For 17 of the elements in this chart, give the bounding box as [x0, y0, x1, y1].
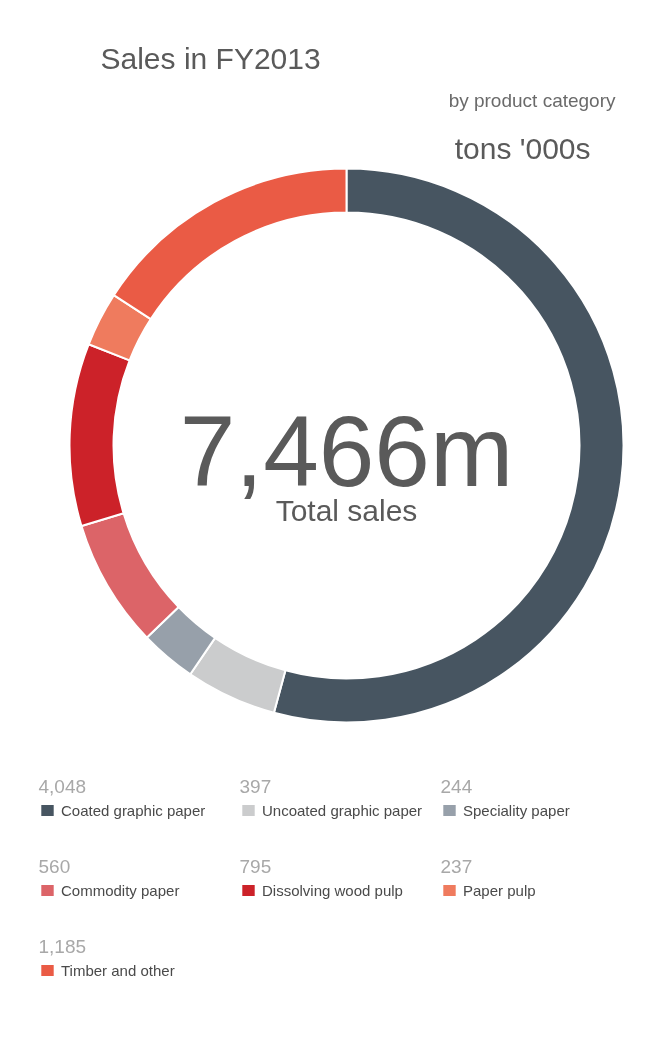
data-label: 1,185: [38, 936, 87, 957]
legend-label: Speciality paper: [463, 800, 571, 820]
data-label: 397: [239, 776, 272, 797]
data-label: 795: [239, 856, 272, 877]
data-label: 237: [440, 856, 473, 877]
legend-label: Coated graphic paper: [61, 800, 207, 820]
chart-subtitle: by product category: [448, 90, 616, 111]
data-label: 244: [440, 776, 473, 797]
data-label: 560: [38, 856, 71, 877]
legend-label: Commodity paper: [61, 880, 181, 900]
legend-label: Paper pulp: [463, 880, 537, 900]
legend-label: Dissolving wood pulp: [262, 880, 404, 900]
data-label: 4,048: [38, 776, 87, 797]
text: tons '000s: [454, 132, 591, 165]
legend-label: Uncoated graphic paper: [262, 800, 424, 820]
chart-title: Sales in FY2013: [100, 42, 321, 75]
legend-label: Timber and other: [61, 960, 176, 980]
